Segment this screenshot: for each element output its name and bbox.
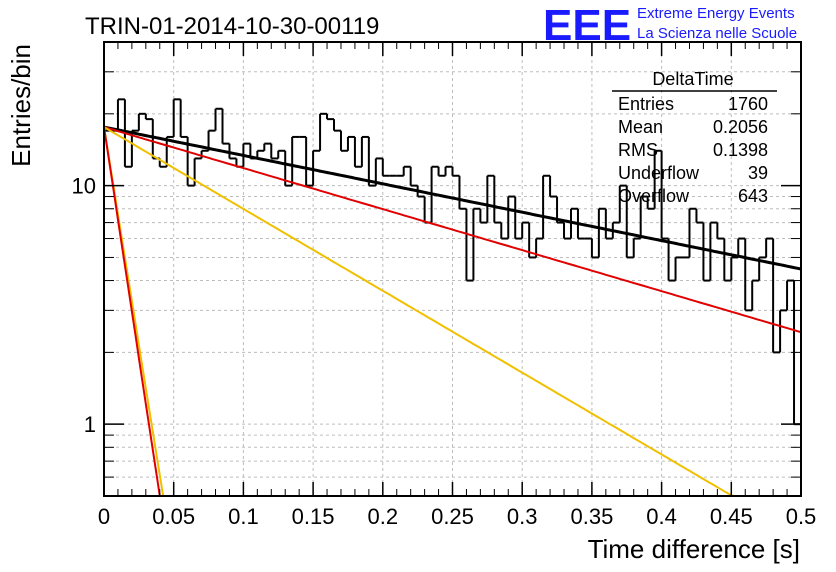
y-tick-label: 1 [84, 412, 96, 437]
x-tick-label: 0 [98, 504, 110, 529]
x-axis-title: Time difference [s] [588, 534, 800, 564]
x-tick-label: 0.5 [786, 504, 817, 529]
stats-row-label: Underflow [618, 163, 700, 183]
stats-rows: Entries 1760 Mean 0.2056 RMS 0.1398 Underflow 3… [618, 94, 768, 206]
stats-row-label: Overflow [618, 186, 690, 206]
x-tick-label: 0.25 [431, 504, 474, 529]
x-tick-label: 0.05 [152, 504, 195, 529]
stats-box: DeltaTime Entries 1760 Mean 0.2056 RMS 0.1398… [612, 69, 777, 206]
x-tick-label: 0.45 [710, 504, 753, 529]
x-tick-label: 0.2 [368, 504, 399, 529]
tick-labels: 0 0.05 0.1 0.15 0.2 0.25 0.3 0.35 0.4 0.45 0.5 1 10 [72, 174, 817, 529]
fit-line [103, 126, 164, 497]
axis-ticks [103, 41, 802, 497]
x-tick-label: 0.1 [228, 504, 259, 529]
x-tick-label: 0.15 [292, 504, 335, 529]
fit-line [103, 125, 802, 271]
stats-row-value: 0.2056 [713, 117, 768, 137]
chart-title: TRIN-01-2014-10-30-00119 [85, 13, 379, 40]
stats-row-value: 0.1398 [713, 140, 768, 160]
x-tick-label: 0.4 [646, 504, 677, 529]
fit-lines [103, 125, 802, 497]
logo-line-1: Extreme Energy Events [637, 5, 795, 22]
fit-line [103, 126, 802, 334]
stats-row-value: 643 [738, 186, 768, 206]
stats-row-label: Mean [618, 117, 663, 137]
x-tick-label: 0.3 [507, 504, 538, 529]
stats-title: DeltaTime [652, 69, 733, 89]
fit-line [103, 126, 735, 497]
stats-row-value: 39 [748, 163, 768, 183]
stats-row-label: RMS [618, 140, 658, 160]
x-tick-label: 0.35 [570, 504, 613, 529]
stats-row-value: 1760 [728, 94, 768, 114]
eee-logo: EEE Extreme Energy Events La Scienza nel… [543, 1, 797, 50]
stats-row-label: Entries [618, 94, 674, 114]
logo-line-2: La Scienza nelle Scuole [637, 25, 797, 42]
grid [104, 41, 801, 497]
y-axis-title: Entries/bin [6, 44, 36, 167]
y-tick-label: 10 [72, 174, 96, 199]
logo-mark: EEE [543, 1, 631, 50]
